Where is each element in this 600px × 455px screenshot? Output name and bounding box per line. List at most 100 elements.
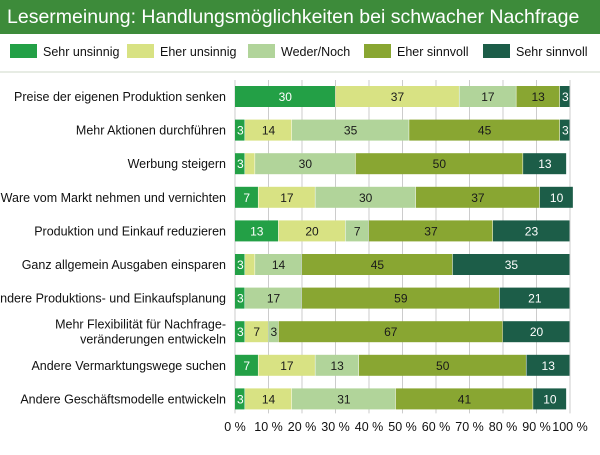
- category-label: Andere Geschäftsmodelle entwickeln: [20, 392, 226, 406]
- data-label: 13: [330, 359, 344, 373]
- bar-segment: [516, 86, 560, 107]
- bar-segment: [245, 388, 292, 410]
- category-label: Andere Vermarktungswege suchen: [31, 359, 226, 373]
- data-label: 13: [538, 157, 552, 171]
- legend-swatch-4: [364, 44, 391, 58]
- bar-segment: [492, 220, 570, 242]
- bar-segment: [415, 186, 540, 208]
- data-label: 37: [391, 90, 405, 104]
- data-label: 30: [299, 157, 313, 171]
- category-label: Werbung steigern: [128, 157, 226, 171]
- chart-title: Lesermeinung: Handlungsmöglichkeiten bei…: [0, 0, 600, 34]
- data-label: 20: [305, 224, 319, 238]
- data-label: 13: [542, 359, 556, 373]
- x-tick-label: 10 %: [254, 420, 283, 434]
- bar-segment: [278, 220, 346, 242]
- data-label: 3: [237, 258, 244, 272]
- bar-segment: [335, 86, 459, 107]
- data-label: 20: [530, 325, 544, 339]
- data-label: 13: [531, 90, 545, 104]
- bar-segment: [345, 220, 369, 242]
- bar-segment: [278, 321, 503, 343]
- bar-segment: [245, 153, 255, 175]
- x-tick-label: 20 %: [288, 420, 317, 434]
- data-label: 3: [237, 325, 244, 339]
- bar-segment: [235, 86, 335, 107]
- data-label: 10: [550, 191, 564, 205]
- legend-label-2: Eher unsinnig: [160, 45, 236, 59]
- bar-segment: [395, 388, 533, 410]
- data-label: 3: [562, 90, 569, 104]
- data-label: 3: [237, 124, 244, 138]
- data-label: 37: [471, 191, 485, 205]
- bar-segment: [369, 220, 493, 242]
- data-label: 14: [262, 124, 276, 138]
- legend-swatch-2: [127, 44, 154, 58]
- bar-segment: [358, 354, 526, 376]
- bar-segment: [235, 153, 245, 175]
- bar-segment: [523, 153, 567, 175]
- legend-label-5: Sehr sinnvoll: [516, 45, 588, 59]
- bar-segment: [235, 321, 245, 343]
- data-label: 17: [280, 359, 294, 373]
- legend-label-1: Sehr unsinnig: [43, 45, 119, 59]
- bar-segment: [499, 287, 570, 309]
- x-tick-label: 70 %: [455, 420, 484, 434]
- stacked-bar-chart: Sehr unsinnig Eher unsinnig Weder/Noch Eher…: [0, 44, 600, 434]
- legend-swatch-1: [10, 44, 37, 58]
- category-label: Mehr Flexibilität für Nachfrage-: [55, 318, 226, 332]
- data-label: 41: [458, 392, 472, 406]
- bar-segment: [268, 321, 279, 343]
- category-label: Ware vom Markt nehmen und vernichten: [1, 191, 226, 205]
- bar-segment: [235, 388, 245, 410]
- data-label: 45: [478, 124, 492, 138]
- bar-segment: [355, 153, 523, 175]
- x-tick-label: 100 %: [552, 420, 587, 434]
- data-label: 17: [481, 90, 495, 104]
- category-label: Mehr Aktionen durchführen: [76, 124, 226, 138]
- data-label: 14: [262, 392, 276, 406]
- data-label: 45: [371, 258, 385, 272]
- data-label: 23: [525, 224, 539, 238]
- data-label: 7: [253, 325, 260, 339]
- data-label: 21: [528, 292, 542, 306]
- bar-segment: [291, 388, 396, 410]
- bar-segment: [235, 119, 245, 141]
- bar-segment: [302, 287, 500, 309]
- x-tick-label: 50 %: [388, 420, 417, 434]
- bar-segment: [235, 220, 279, 242]
- legend-label-3: Weder/Noch: [281, 45, 350, 59]
- x-tick-label: 0 %: [224, 420, 246, 434]
- bar-segment: [539, 186, 573, 208]
- bar-segment: [459, 86, 516, 107]
- bar-segment: [258, 186, 315, 208]
- data-label: 3: [271, 325, 278, 339]
- bar-segment: [315, 186, 416, 208]
- bar-segment: [258, 354, 315, 376]
- x-tick-label: 40 %: [355, 420, 384, 434]
- bar-segment: [245, 321, 268, 343]
- data-label: 35: [344, 124, 358, 138]
- bar-segment: [245, 119, 292, 141]
- category-label: Produktion und Einkauf reduzieren: [34, 224, 226, 238]
- data-label: 67: [384, 325, 398, 339]
- x-tick-label: 80 %: [489, 420, 518, 434]
- data-label: 17: [267, 292, 281, 306]
- data-label: 13: [250, 224, 264, 238]
- data-label: 59: [394, 292, 408, 306]
- data-label: 7: [243, 191, 250, 205]
- category-label: Ganz allgemein Ausgaben einsparen: [22, 258, 226, 272]
- bar-segment: [503, 321, 570, 343]
- bar-segment: [559, 86, 570, 107]
- data-label: 30: [359, 191, 373, 205]
- bar-segment: [559, 119, 570, 141]
- data-label: 3: [237, 157, 244, 171]
- data-label: 3: [562, 124, 569, 138]
- data-label: 7: [354, 224, 361, 238]
- category-label: Andere Produktions- und Einkaufsplanung: [0, 292, 226, 306]
- x-tick-label: 90 %: [522, 420, 551, 434]
- bar-segment: [235, 186, 258, 208]
- x-tick-label: 60 %: [422, 420, 451, 434]
- data-label: 37: [424, 224, 438, 238]
- category-label: veränderungen entwickeln: [80, 333, 226, 347]
